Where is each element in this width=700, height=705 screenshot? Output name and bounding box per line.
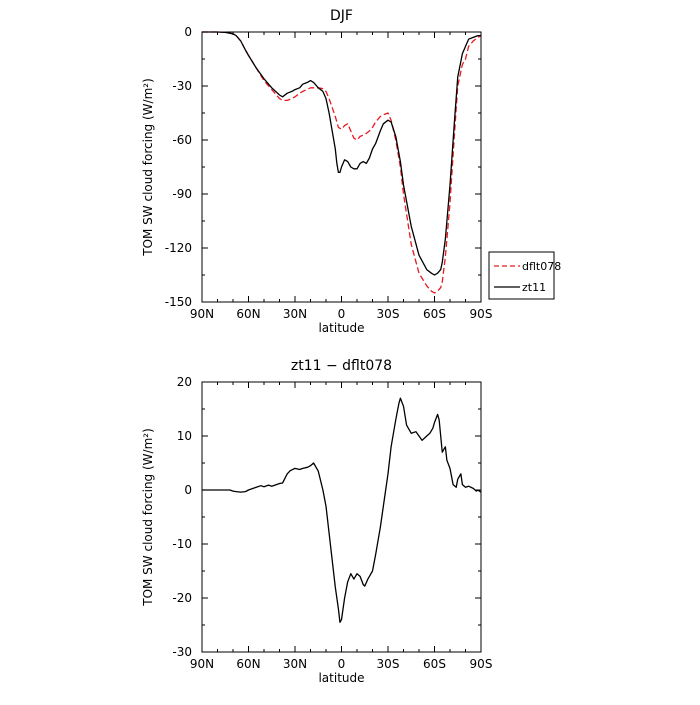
series-line-dflt078 (202, 31, 482, 294)
legend: dflt078 zt11 (488, 251, 561, 300)
x-tick-label: 0 (338, 657, 346, 671)
x-tick-label: 90N (190, 307, 214, 321)
x-tick-label: 30S (377, 307, 400, 321)
chart-panel-2: zt11 − dflt078 90N 60N 30N 0 30S 60S 90S 20 10 0 -1… (141, 358, 492, 685)
y-tick-label: -20 (172, 591, 192, 605)
y-axis-label: TOM SW cloud forcing (W/m²) (141, 78, 155, 257)
x-tick-label: 60S (423, 307, 446, 321)
x-tick-label: 30N (283, 657, 307, 671)
y-tick-label: 0 (184, 25, 192, 39)
y-tick-label: -90 (172, 187, 192, 201)
y-tick-label: -30 (172, 79, 192, 93)
series-line-zt11 (202, 31, 481, 276)
y-tick-label: 20 (177, 375, 192, 389)
y-tick-label: 0 (184, 483, 192, 497)
x-tick-label: 60N (236, 307, 260, 321)
y-axis-label: TOM SW cloud forcing (W/m²) (141, 428, 155, 607)
x-tick-label: 90N (190, 657, 214, 671)
x-tick-label: 30N (283, 307, 307, 321)
chart-title: DJF (330, 8, 353, 24)
x-tick-label: 30S (377, 657, 400, 671)
legend-label-dflt078: dflt078 (522, 260, 561, 273)
x-axis-label: latitude (318, 321, 364, 335)
x-axis-label: latitude (318, 671, 364, 685)
x-tick-label: 60N (236, 657, 260, 671)
legend-label-zt11: zt11 (522, 281, 546, 294)
chart-panel-1: DJF 90N 60N 30N 0 30S 60S 90S 0 -30 -60 -90 -120 -150… (141, 8, 561, 335)
x-tick-label: 0 (338, 307, 346, 321)
y-tick-label: -10 (172, 537, 192, 551)
legend-box (488, 251, 555, 300)
series-line-series-1 (202, 397, 482, 623)
y-tick-label: -60 (172, 133, 192, 147)
y-tick-label: -120 (165, 241, 192, 255)
chart-title: zt11 − dflt078 (291, 358, 392, 374)
y-tick-label: -30 (172, 645, 192, 659)
y-tick-label: 10 (177, 429, 192, 443)
y-tick-label: -150 (165, 295, 192, 309)
x-tick-label: 90S (470, 307, 493, 321)
x-tick-label: 60S (423, 657, 446, 671)
x-tick-label: 90S (470, 657, 493, 671)
